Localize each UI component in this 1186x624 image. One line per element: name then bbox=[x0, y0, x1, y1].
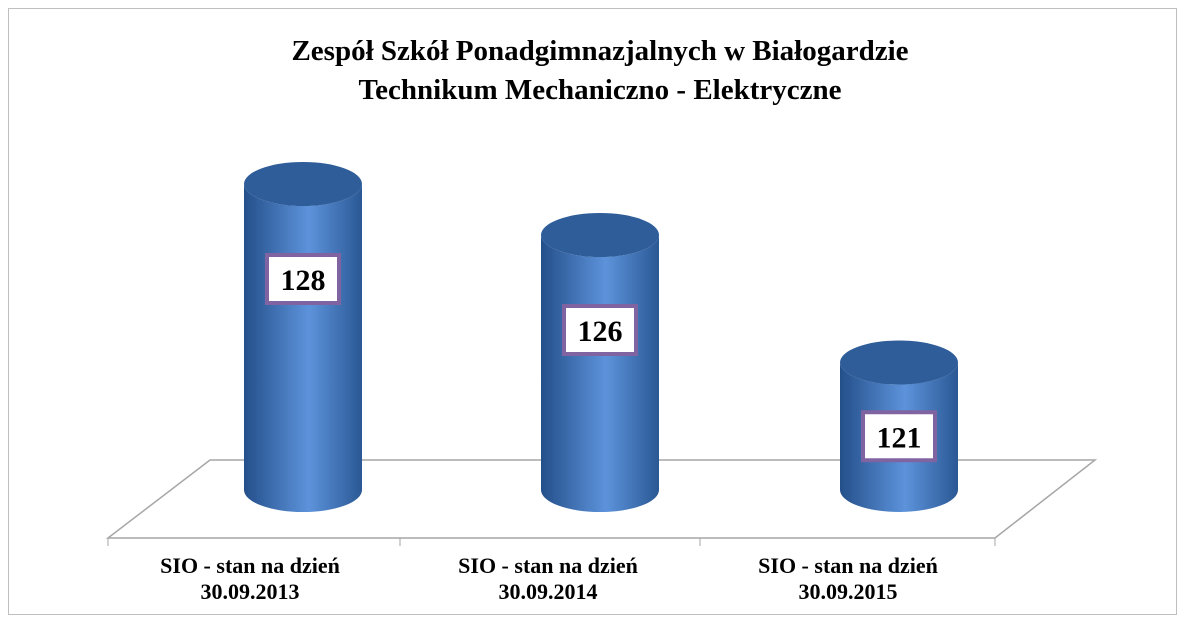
chart-title: Zespół Szkół Ponadgimnazjalnych w Białog… bbox=[291, 35, 908, 67]
chart-subtitle: Technikum Mechaniczno - Elektryczne bbox=[358, 74, 841, 106]
value-label: 126 bbox=[578, 315, 623, 348]
value-label-box bbox=[265, 253, 341, 305]
cylinder-top bbox=[541, 213, 659, 257]
x-tick-label: SIO - stan na dzień 30.09.2014 bbox=[458, 553, 638, 604]
value-label: 128 bbox=[281, 264, 326, 297]
cylinder-top bbox=[840, 340, 958, 385]
x-tick-label: SIO - stan na dzień 30.09.2013 bbox=[160, 553, 340, 604]
cylinder-body bbox=[244, 184, 362, 512]
value-label-box bbox=[861, 410, 937, 463]
cylinder-top bbox=[244, 162, 362, 206]
x-tick-label: SIO - stan na dzień 30.09.2015 bbox=[758, 553, 938, 604]
cylinder-body bbox=[541, 235, 659, 512]
value-label-box bbox=[562, 304, 638, 356]
value-label: 121 bbox=[877, 421, 922, 454]
